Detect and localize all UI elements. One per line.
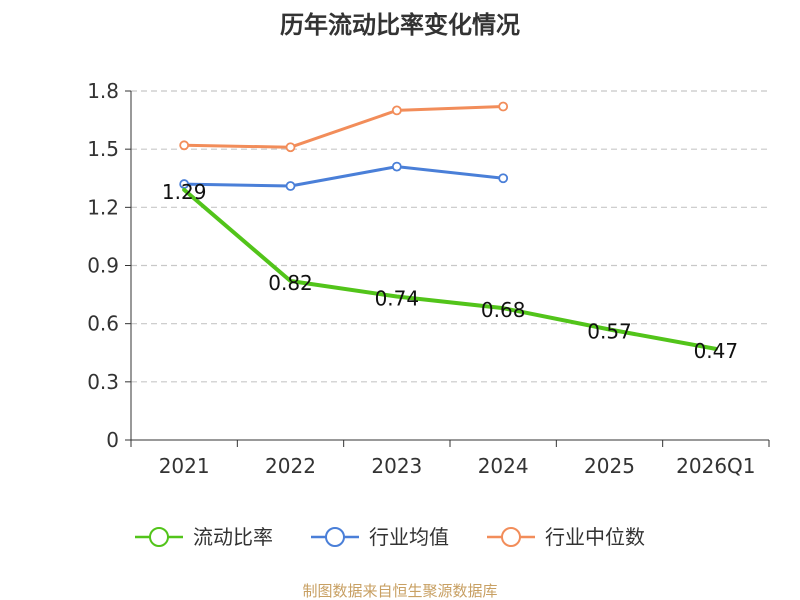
legend-label: 流动比率	[193, 525, 273, 549]
series-line-2	[182, 105, 505, 149]
x-tick-label: 2022	[265, 454, 316, 478]
data-label: 1.29	[162, 180, 207, 204]
legend-label: 行业中位数	[545, 525, 645, 549]
data-labels: 1.29 0.82 0.74 0.68 0.57 0.47	[162, 180, 738, 363]
y-tick-label: 0.3	[87, 370, 119, 394]
grid-lines	[131, 90, 769, 383]
x-tick-label: 2025	[584, 454, 635, 478]
axes: 0 0.3 0.6 0.9 1.2 1.5 1.8 2021 2022 2023 2024 2025 2…	[87, 79, 770, 478]
series-point-2	[179, 140, 190, 151]
y-tick-label: 1.5	[87, 137, 119, 161]
series-group	[179, 101, 718, 351]
x-tick-label: 2021	[159, 454, 210, 478]
series-point-1	[285, 181, 296, 191]
series-point-2	[391, 105, 402, 116]
data-label: 0.74	[375, 287, 420, 311]
series-point-1	[498, 173, 509, 184]
source-note: 制图数据来自恒生聚源数据库	[302, 582, 497, 600]
series-point-1	[391, 161, 402, 172]
y-tick-label: 0	[106, 428, 119, 452]
legend-swatch-marker	[501, 527, 521, 547]
x-tick-label: 2023	[371, 454, 422, 478]
legend-swatch-marker	[149, 527, 169, 547]
data-label: 0.57	[587, 319, 632, 343]
series-line-0	[182, 187, 718, 351]
x-tick-label: 2024	[478, 454, 529, 478]
legend-label: 行业均值	[369, 525, 449, 549]
series-point-2	[285, 142, 296, 153]
data-label: 0.47	[694, 339, 739, 363]
y-tick-label: 0.6	[87, 312, 119, 336]
data-label: 0.82	[268, 271, 313, 295]
y-tick-label: 0.9	[87, 254, 119, 278]
legend: 流动比率 行业均值 行业中位数	[135, 525, 645, 549]
legend-swatch-marker	[325, 527, 345, 547]
series-point-2	[498, 101, 509, 112]
x-tick-label: 2026Q1	[676, 454, 755, 478]
series-line-1	[182, 165, 505, 188]
data-label: 0.68	[481, 298, 526, 322]
chart-title: 历年流动比率变化情况	[280, 11, 520, 39]
y-tick-label: 1.8	[87, 79, 119, 103]
y-tick-label: 1.2	[87, 195, 119, 219]
